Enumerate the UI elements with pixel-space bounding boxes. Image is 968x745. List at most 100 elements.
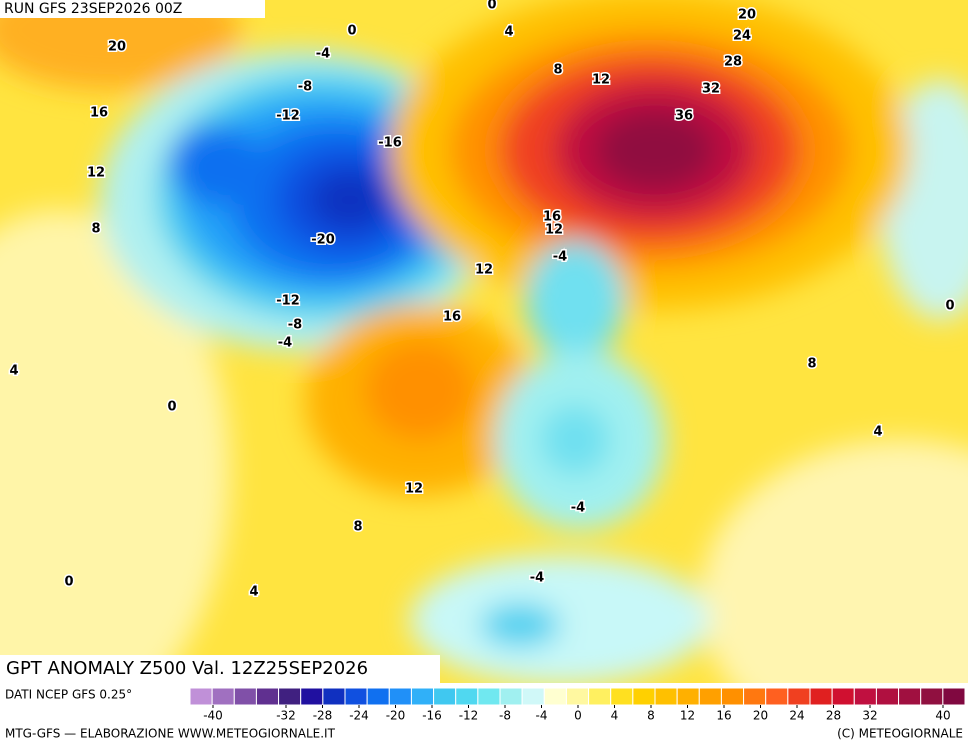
- color-box: [521, 687, 545, 706]
- color-box: [300, 687, 324, 706]
- color-box: [831, 687, 855, 706]
- tick-label: 24: [789, 709, 804, 723]
- color-box: [455, 687, 479, 706]
- color-box: [588, 687, 612, 706]
- contour-label: -4: [571, 501, 585, 516]
- tick-label: -8: [499, 709, 511, 723]
- color-box: [233, 687, 257, 706]
- contour-label: 24: [733, 29, 751, 44]
- color-box: [410, 687, 435, 706]
- source: DATI NCEP GFS 0.25°: [5, 688, 132, 702]
- contour-label: 16: [90, 106, 108, 121]
- color-box: [787, 687, 811, 706]
- contour-label: -20: [311, 233, 335, 248]
- contour-label: 8: [807, 357, 816, 372]
- contour-label: 0: [945, 299, 954, 314]
- color-box: [676, 687, 700, 706]
- contour-label: 32: [702, 82, 720, 97]
- color-box: [477, 687, 501, 706]
- color-box: [255, 687, 280, 706]
- contour-labels: 201612840048121612-4-8-12-16-20-12-8-400…: [8, 0, 956, 601]
- tick-label: -16: [422, 709, 442, 723]
- color-box: [499, 687, 523, 706]
- color-box: [388, 687, 412, 706]
- tick-label: 0: [574, 709, 582, 723]
- contour-label: -8: [288, 318, 302, 333]
- run-label: RUN GFS 23SEP2026 00Z: [4, 1, 182, 17]
- tick-label: 12: [680, 709, 695, 723]
- contour-label: -16: [378, 136, 402, 151]
- color-box: [875, 687, 900, 706]
- color-box: [433, 687, 457, 706]
- contour-label: 0: [64, 575, 73, 590]
- credit-left: MTG-GFS — ELABORAZIONE WWW.METEOGIORNALE…: [5, 727, 336, 741]
- color-box: [610, 687, 634, 706]
- header-box: [0, 0, 265, 18]
- contour-label: 0: [347, 24, 356, 39]
- contour-label: 16: [443, 310, 461, 325]
- tick-label: -12: [459, 709, 479, 723]
- contour-label: -4: [316, 47, 330, 62]
- color-box: [543, 687, 567, 706]
- contour-label: 12: [475, 263, 493, 278]
- color-box: [809, 687, 833, 706]
- contour-label: 4: [249, 585, 258, 600]
- tick-label: 16: [716, 709, 731, 723]
- color-box: [720, 687, 745, 706]
- contour-label: 8: [91, 222, 100, 237]
- color-box: [698, 687, 722, 706]
- tick-label: 32: [862, 709, 877, 723]
- tick-label: 20: [753, 709, 768, 723]
- contour-label: -8: [298, 80, 312, 95]
- color-box: [189, 687, 213, 706]
- contour-label: 12: [87, 166, 105, 181]
- contour-label: 12: [405, 482, 423, 497]
- tick-label: -40: [203, 709, 223, 723]
- tick-label: -28: [313, 709, 333, 723]
- tick-label: -24: [349, 709, 369, 723]
- contour-label: -4: [530, 571, 544, 586]
- contour-label: -12: [276, 109, 300, 124]
- tick-label: -20: [386, 709, 406, 723]
- color-box: [898, 687, 922, 706]
- contour-label: 12: [592, 73, 610, 88]
- color-box: [211, 687, 235, 706]
- contour-label: -12: [276, 294, 300, 309]
- color-box: [322, 687, 346, 706]
- color-box: [278, 687, 302, 706]
- contour-label: 4: [873, 425, 882, 440]
- contour-label: 28: [724, 55, 742, 70]
- color-box: [942, 687, 966, 706]
- contour-label: 0: [487, 0, 496, 13]
- color-box: [853, 687, 877, 706]
- credit-right: (C) METEOGIORNALE: [837, 727, 963, 741]
- color-box: [765, 687, 789, 706]
- contour-label: 12: [545, 223, 563, 238]
- color-box: [632, 687, 656, 706]
- contour-label: 0: [167, 400, 176, 415]
- tick-label: -32: [276, 709, 296, 723]
- tick-label: 40: [935, 709, 950, 723]
- tick-label: -4: [536, 709, 548, 723]
- contour-label: 16: [543, 210, 561, 225]
- contour-label: 8: [353, 520, 362, 535]
- contour-label: 4: [504, 25, 513, 40]
- contour-label: -4: [553, 250, 567, 265]
- color-box: [344, 687, 368, 706]
- color-box: [565, 687, 590, 706]
- contour-label: -4: [278, 336, 292, 351]
- map-title: GPT ANOMALY Z500 Val. 12Z25SEP2026: [6, 658, 368, 679]
- contour-label: 20: [738, 8, 756, 23]
- contour-label: 4: [9, 364, 18, 379]
- contour-label: 36: [675, 109, 693, 124]
- colorbar: -40 -32 -28 -24 -20 -16 -12 -8 -4 0 4 8 12 16 20 24 28 32…: [189, 687, 966, 723]
- color-box: [743, 687, 767, 706]
- contour-label: 8: [553, 63, 562, 78]
- color-box: [654, 687, 678, 706]
- tick-label: 8: [647, 709, 655, 723]
- tick-label: 28: [826, 709, 841, 723]
- color-box: [920, 687, 944, 706]
- tick-label: 4: [611, 709, 619, 723]
